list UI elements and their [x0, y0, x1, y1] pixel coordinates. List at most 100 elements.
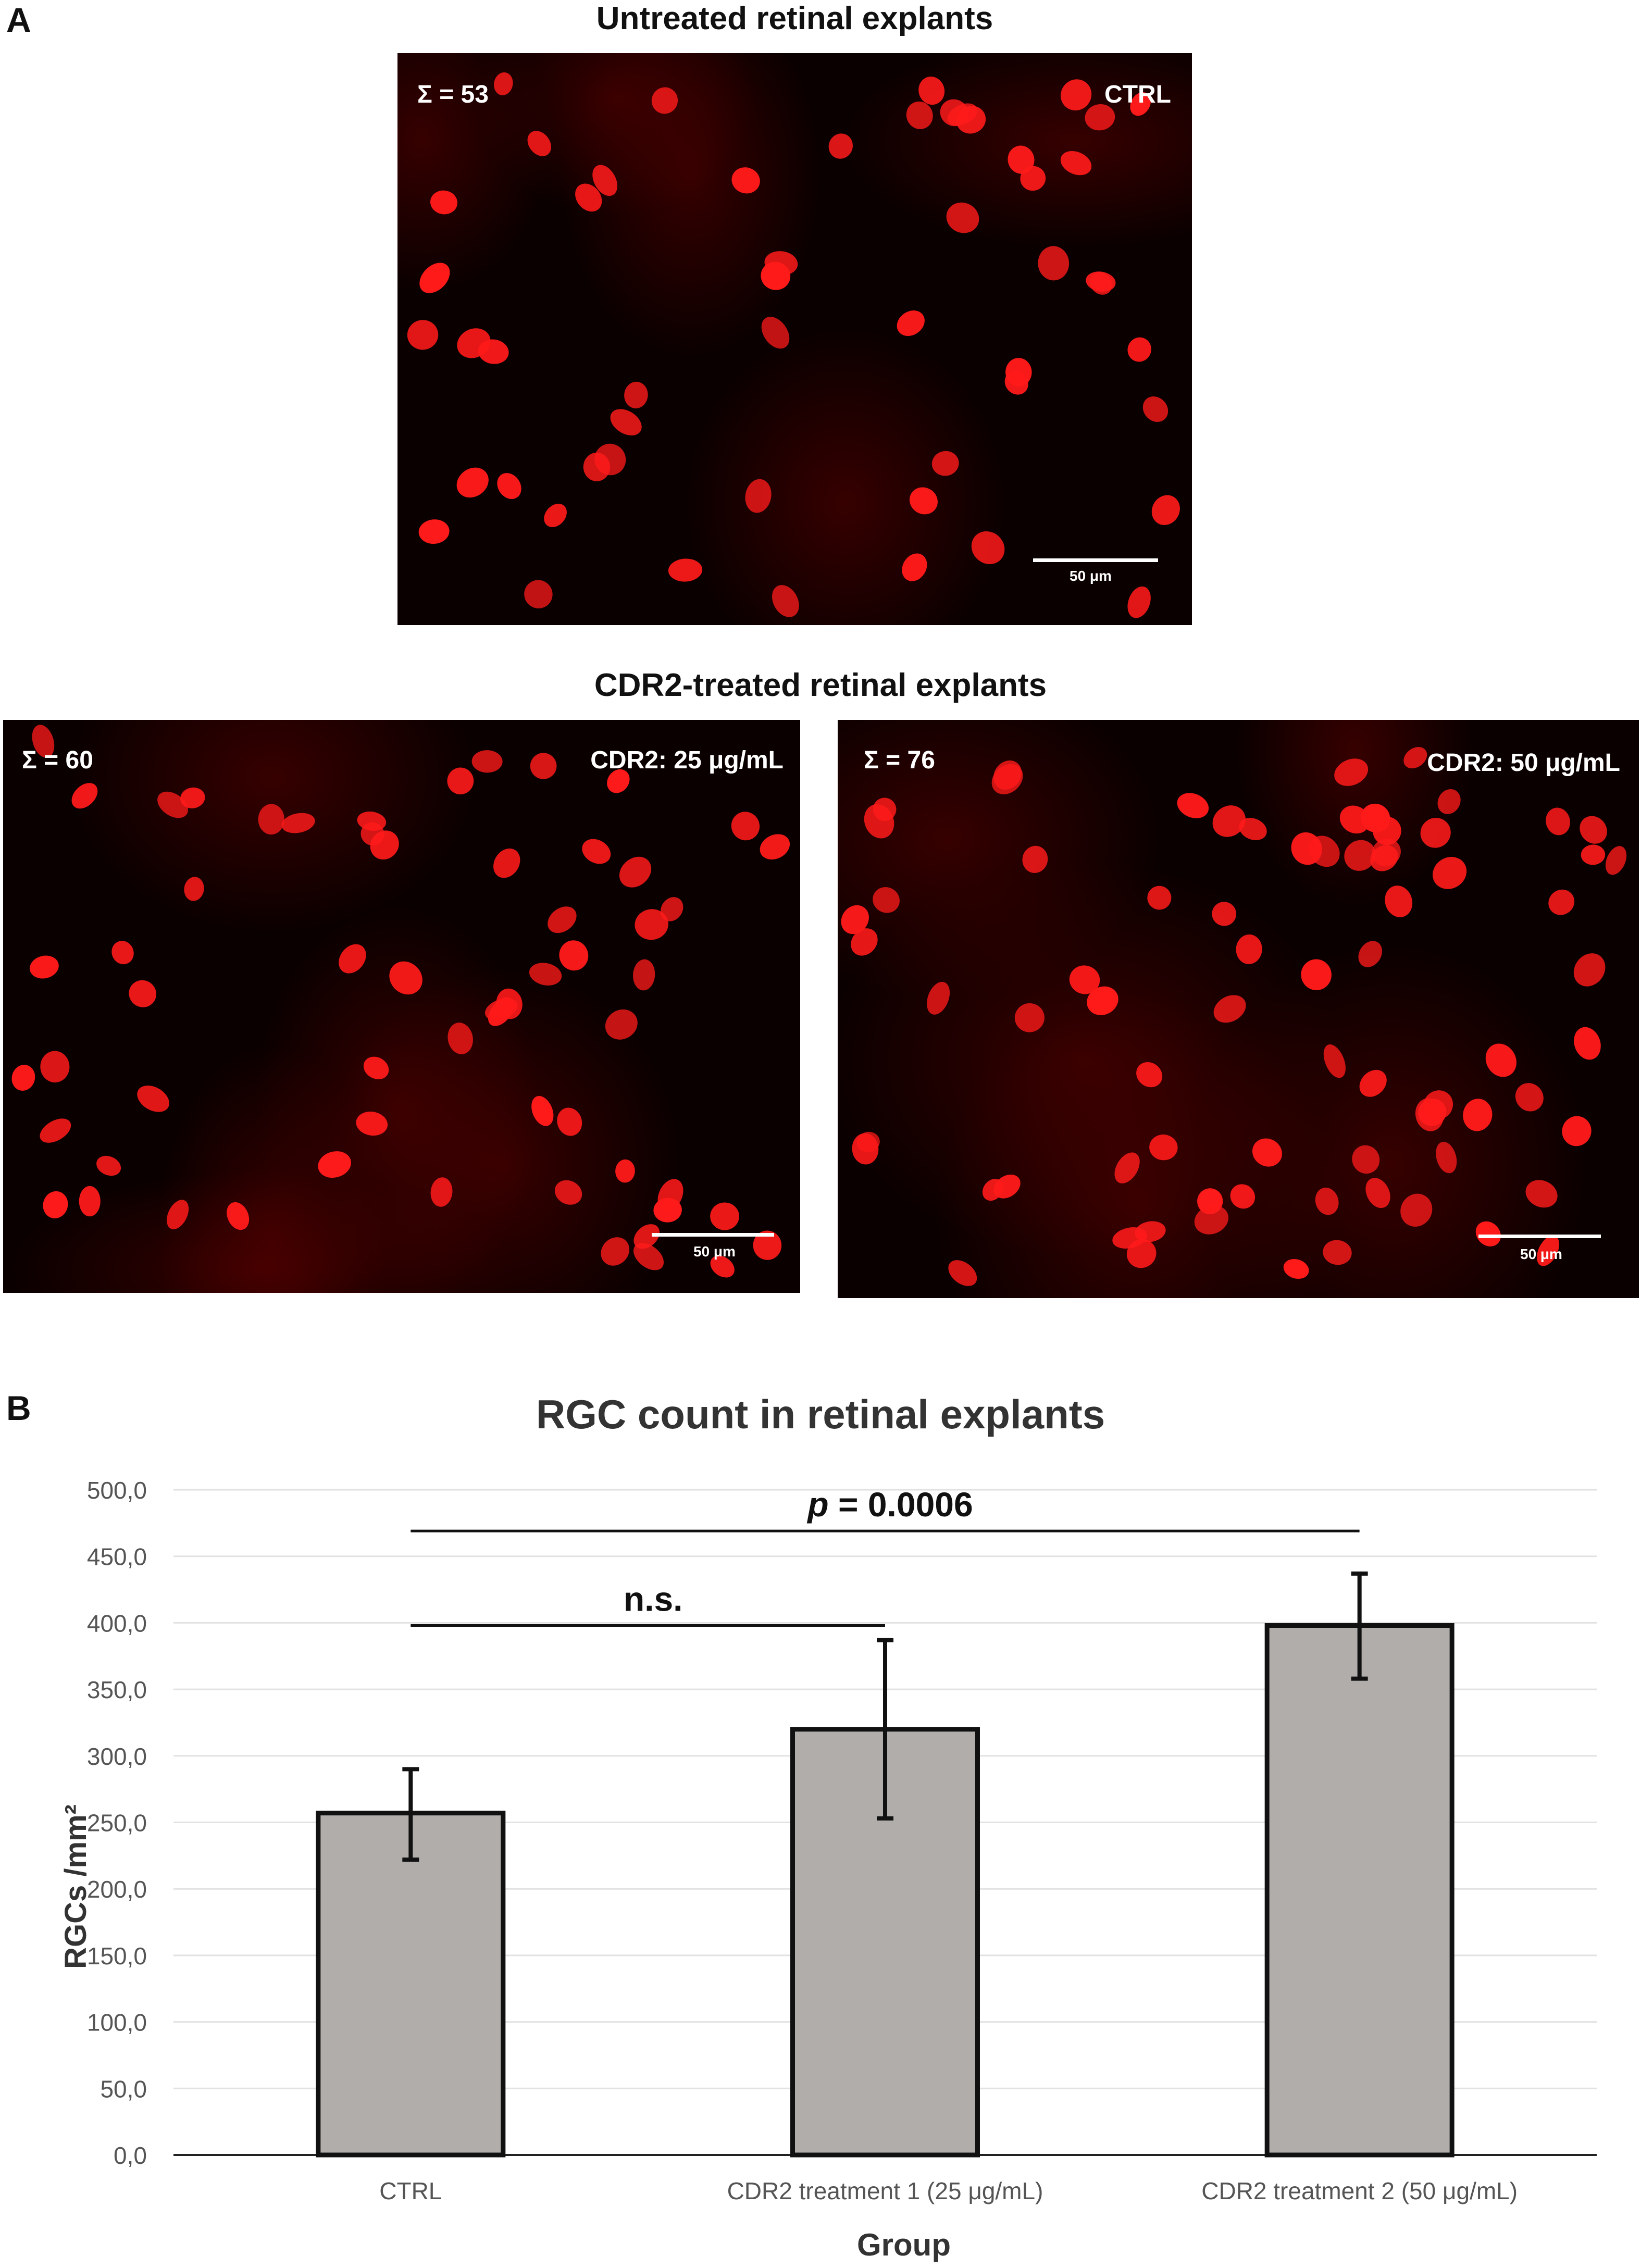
- nucleus: [624, 381, 648, 408]
- x-tick-label: CTRL: [379, 2177, 442, 2204]
- nucleus: [601, 1237, 630, 1266]
- y-tick-label: 350,0: [87, 1676, 147, 1703]
- nucleus: [610, 409, 642, 435]
- nuclei-layer-cdr2-25: [11, 720, 790, 1293]
- nucleus: [32, 725, 55, 758]
- nucleus: [1212, 902, 1237, 926]
- nucleus: [633, 1243, 664, 1270]
- scale-bar: [1033, 558, 1158, 562]
- nucleus: [184, 877, 204, 901]
- y-tick-label: 450,0: [87, 1543, 147, 1571]
- nucleus: [360, 822, 384, 846]
- y-tick-label: 500,0: [87, 1477, 147, 1504]
- nucleus: [856, 1131, 880, 1153]
- nucleus: [1149, 1135, 1178, 1161]
- x-tick-label: CDR2 treatment 2 (50 μg/mL): [1201, 2177, 1518, 2204]
- y-tick-label: 150,0: [87, 1942, 147, 1970]
- nucleus: [1212, 805, 1246, 837]
- nucleus: [419, 263, 450, 293]
- nucleus: [1352, 1145, 1380, 1174]
- nucleus: [619, 856, 652, 888]
- nucleus: [948, 1260, 977, 1286]
- nucleus: [43, 1191, 68, 1218]
- nucleus: [1061, 79, 1092, 111]
- nucleus: [583, 452, 611, 481]
- nucleus: [1236, 934, 1262, 964]
- nucleus: [615, 1159, 635, 1183]
- y-tick-label: 300,0: [87, 1743, 147, 1770]
- y-tick-label: 50,0: [100, 2075, 147, 2102]
- nucleus: [1581, 844, 1606, 865]
- nucleus: [418, 519, 450, 544]
- nucleus: [40, 1051, 70, 1083]
- nucleus: [1418, 1099, 1447, 1126]
- nucleus: [180, 787, 205, 808]
- nucleus: [1135, 1221, 1166, 1242]
- micrograph-ctrl: Σ = 53 CTRL 50 μm: [397, 53, 1192, 625]
- x-axis-ticks: CTRL CDR2 treatment 1 (25 μg/mL) CDR2 trea…: [379, 2177, 1518, 2204]
- y-axis-ticks: 0,0 50,0 100,0 150,0 200,0 250,0 300,0 350,0 400…: [87, 1477, 147, 2169]
- nucleus: [1069, 965, 1100, 994]
- nucleus: [760, 834, 790, 860]
- nucleus: [761, 261, 791, 290]
- nucleus: [851, 928, 878, 956]
- bar: [316, 1811, 506, 2158]
- nucleus: [1291, 832, 1322, 865]
- nucleus: [582, 839, 611, 864]
- nucleus: [1420, 818, 1451, 848]
- nucleus: [633, 1224, 660, 1249]
- condition-label: CDR2: 25 μg/mL: [590, 746, 784, 774]
- nucleus: [356, 1112, 388, 1136]
- nucleus: [129, 980, 156, 1007]
- nucleus: [1323, 1240, 1352, 1265]
- nucleus: [1358, 941, 1383, 967]
- nucleus: [227, 1202, 250, 1230]
- rgc-bar-chart: RGC count in retinal explants 0,0 50,0 100…: [59, 1391, 1597, 2262]
- nucleus: [557, 1107, 582, 1136]
- scale-bar-label: 50 μm: [693, 1243, 736, 1260]
- nuclei-count-label: Σ = 53: [417, 81, 489, 108]
- condition-label: CDR2: 50 μg/mL: [1427, 749, 1620, 777]
- nucleus: [1194, 1205, 1229, 1235]
- nucleus: [1038, 246, 1070, 281]
- nucleus: [1022, 845, 1048, 873]
- nucleus: [1213, 995, 1246, 1023]
- nucleus: [902, 553, 927, 581]
- nucleus: [1580, 816, 1607, 844]
- nucleus: [1562, 1116, 1592, 1147]
- nucleus: [753, 1230, 782, 1260]
- nucleus: [1008, 145, 1035, 174]
- nucleus: [544, 504, 567, 527]
- nucleus: [531, 1095, 554, 1126]
- bar: [1264, 1623, 1454, 2158]
- nuclei-layer-cdr2-50: [838, 720, 1627, 1298]
- nucleus: [1004, 371, 1028, 395]
- nucleus: [1142, 396, 1168, 422]
- nucleus: [1323, 1044, 1346, 1078]
- nucleus: [668, 558, 703, 582]
- nucleus: [651, 87, 678, 114]
- nucleus: [1537, 1236, 1560, 1266]
- nucleus: [660, 897, 683, 921]
- nucleus: [1344, 840, 1376, 871]
- nucleus: [30, 955, 59, 979]
- nucleus: [1365, 1178, 1390, 1208]
- chart-title: RGC count in retinal explants: [536, 1391, 1105, 1437]
- nucleus: [1315, 1187, 1339, 1215]
- nucleus: [1230, 1184, 1255, 1209]
- scale-bar: [652, 1233, 774, 1237]
- nucleus: [430, 1177, 453, 1207]
- panel-a-letter: A: [6, 1, 31, 39]
- nucleus: [1359, 1069, 1387, 1097]
- nucleus: [430, 190, 458, 215]
- nucleus: [1436, 1141, 1457, 1174]
- nucleus: [493, 72, 513, 95]
- error-bars: [402, 1571, 1368, 1862]
- treated-title: CDR2-treated retinal explants: [594, 667, 1047, 703]
- significance-label: p = 0.0006: [806, 1485, 973, 1524]
- bars: [316, 1623, 1454, 2158]
- nucleus: [635, 909, 668, 940]
- nucleus: [1463, 1099, 1493, 1131]
- nucleus: [1385, 886, 1413, 917]
- nucleus: [1546, 807, 1570, 836]
